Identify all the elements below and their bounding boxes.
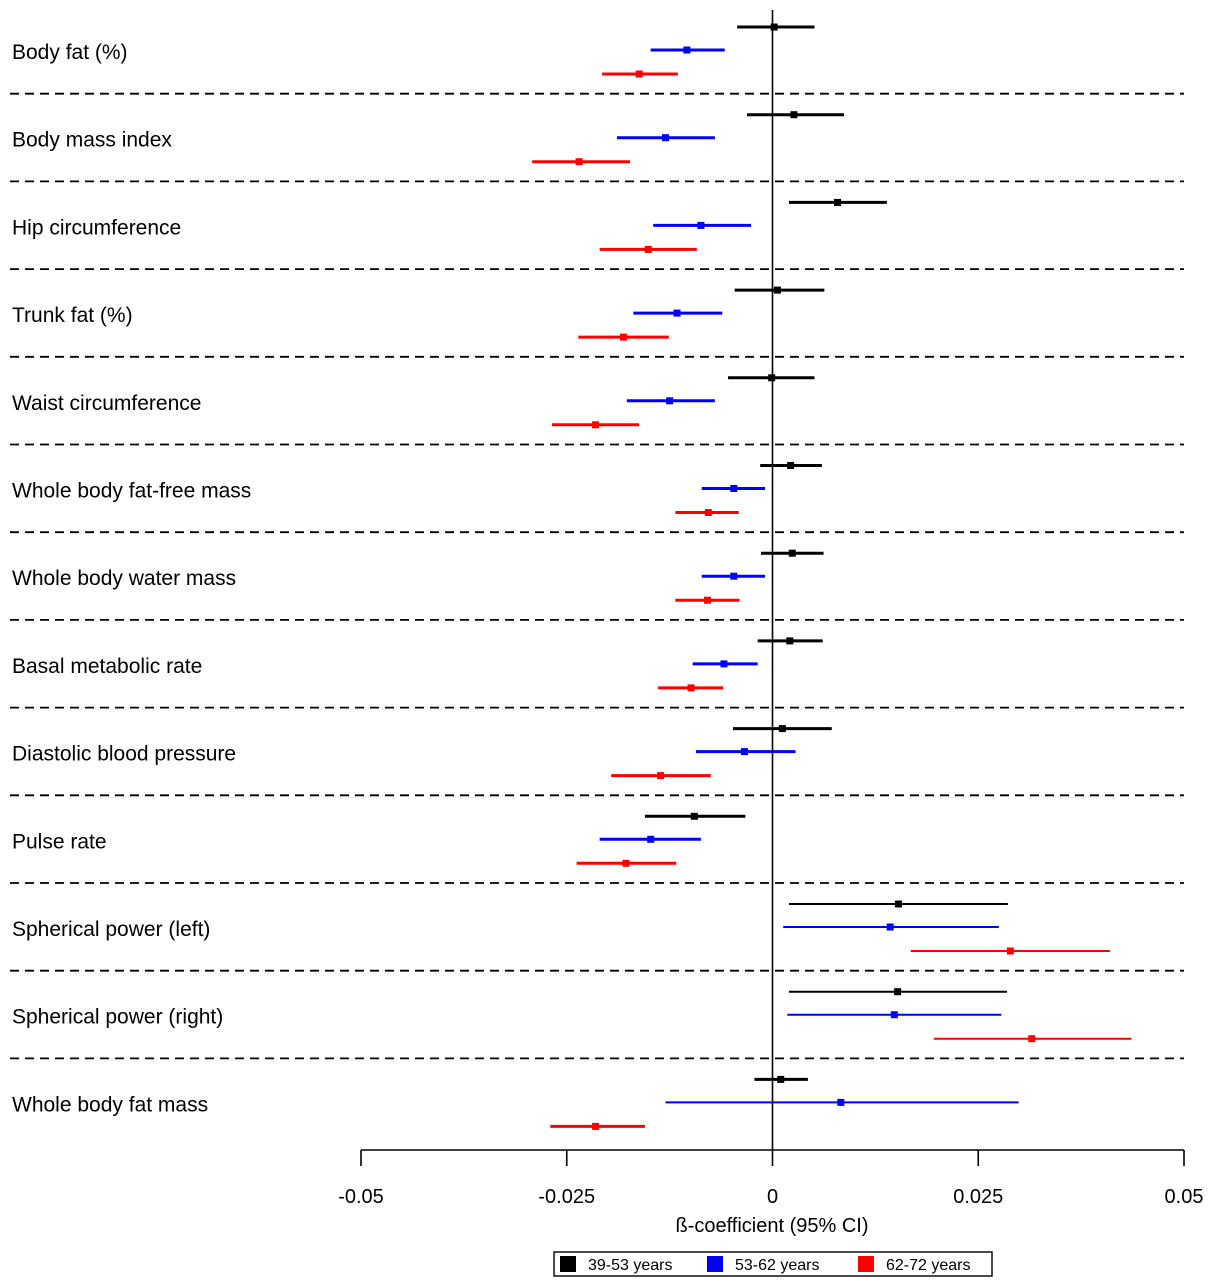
row-label: Spherical power (left) bbox=[12, 918, 210, 941]
legend-label: 53-62 years bbox=[735, 1257, 820, 1274]
point-estimate bbox=[787, 462, 795, 469]
point-estimate bbox=[886, 923, 894, 931]
point-estimate bbox=[890, 1011, 898, 1019]
point-estimate bbox=[741, 748, 749, 756]
point-estimate bbox=[720, 660, 728, 668]
row-label: Waist circumference bbox=[12, 392, 201, 415]
point-estimate bbox=[592, 421, 600, 429]
point-estimate bbox=[620, 333, 628, 341]
point-estimate bbox=[894, 900, 902, 908]
point-estimate bbox=[687, 684, 695, 692]
point-estimate bbox=[834, 198, 842, 206]
point-estimate bbox=[1006, 947, 1014, 955]
row-label: Spherical power (right) bbox=[12, 1006, 223, 1029]
row-separators bbox=[10, 92, 1184, 1060]
point-estimate bbox=[778, 725, 786, 733]
row-label: Whole body fat mass bbox=[12, 1093, 208, 1116]
point-estimate bbox=[788, 549, 796, 557]
point-estimate bbox=[1028, 1035, 1036, 1043]
x-tick-label: -0.05 bbox=[338, 1186, 384, 1208]
point-estimate bbox=[690, 812, 698, 820]
x-tick-label: 0.025 bbox=[953, 1186, 1003, 1208]
row-label: Basal metabolic rate bbox=[12, 655, 202, 678]
point-estimate bbox=[730, 485, 738, 492]
point-estimate bbox=[622, 859, 630, 867]
point-estimate bbox=[662, 134, 670, 142]
point-estimate bbox=[647, 835, 655, 843]
point-estimate bbox=[777, 1075, 785, 1083]
point-estimate bbox=[592, 1122, 600, 1130]
point-estimate bbox=[790, 111, 798, 119]
row-label: Body mass index bbox=[12, 129, 172, 152]
point-estimate bbox=[575, 158, 583, 166]
point-estimate bbox=[683, 46, 691, 54]
row-label: Whole body fat-free mass bbox=[12, 480, 251, 503]
point-estimate bbox=[666, 397, 674, 405]
x-tick-label: 0.05 bbox=[1165, 1186, 1204, 1208]
row-label: Pulse rate bbox=[12, 830, 107, 853]
point-estimate bbox=[770, 23, 778, 31]
row-label: Hip circumference bbox=[12, 216, 181, 239]
legend: 39-53 years 53-62 years 62-72 years bbox=[553, 1251, 993, 1277]
row-label: Whole body water mass bbox=[12, 567, 236, 590]
x-tick-label: -0.025 bbox=[538, 1186, 595, 1208]
point-estimate bbox=[730, 572, 738, 580]
x-tick-label: 0 bbox=[767, 1186, 778, 1208]
x-axis-title: ß-coefficient (95% CI) bbox=[675, 1215, 868, 1237]
legend-swatch bbox=[707, 1256, 723, 1272]
legend-label: 62-72 years bbox=[886, 1257, 971, 1274]
row-labels: Body fat (%) Body mass index Hip circumfer… bbox=[12, 41, 251, 1116]
legend-swatch bbox=[858, 1256, 874, 1272]
point-estimate bbox=[635, 70, 643, 78]
point-estimate bbox=[703, 596, 711, 604]
point-estimate bbox=[644, 245, 652, 253]
legend-box bbox=[553, 1251, 993, 1277]
point-estimate bbox=[837, 1098, 845, 1106]
estimate-marks bbox=[532, 23, 1132, 1130]
row-label: Diastolic blood pressure bbox=[12, 743, 236, 766]
point-estimate bbox=[894, 988, 902, 996]
legend-swatch bbox=[560, 1256, 576, 1272]
point-estimate bbox=[657, 772, 665, 780]
row-label: Trunk fat (%) bbox=[12, 304, 133, 327]
point-estimate bbox=[786, 637, 794, 645]
point-estimate bbox=[768, 374, 776, 382]
row-label: Body fat (%) bbox=[12, 41, 128, 64]
legend-label: 39-53 years bbox=[588, 1257, 673, 1274]
x-axis: -0.05 -0.025 0 0.025 0.05 bbox=[338, 1149, 1204, 1208]
point-estimate bbox=[773, 286, 781, 294]
point-estimate bbox=[704, 509, 712, 516]
point-estimate bbox=[697, 221, 705, 229]
point-estimate bbox=[673, 309, 681, 317]
